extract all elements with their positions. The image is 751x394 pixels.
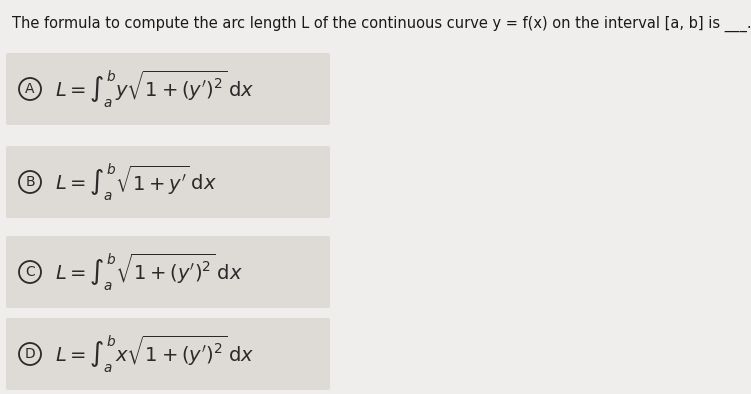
FancyBboxPatch shape — [6, 146, 330, 218]
Text: The formula to compute the arc length L of the continuous curve y = f(x) on the : The formula to compute the arc length L … — [12, 16, 751, 32]
Text: $L = \int_a^b \sqrt{1+y'}\,\mathrm{d}x$: $L = \int_a^b \sqrt{1+y'}\,\mathrm{d}x$ — [55, 161, 217, 203]
Text: B: B — [26, 175, 35, 189]
Text: $L = \int_a^b \sqrt{1+(y')^2}\,\mathrm{d}x$: $L = \int_a^b \sqrt{1+(y')^2}\,\mathrm{d… — [55, 251, 243, 293]
FancyBboxPatch shape — [6, 236, 330, 308]
Text: A: A — [26, 82, 35, 96]
Text: D: D — [25, 347, 35, 361]
Text: C: C — [25, 265, 35, 279]
FancyBboxPatch shape — [6, 53, 330, 125]
Text: $L = \int_a^b x\sqrt{1+(y')^2}\,\mathrm{d}x$: $L = \int_a^b x\sqrt{1+(y')^2}\,\mathrm{… — [55, 333, 255, 375]
Text: $L = \int_a^b y\sqrt{1+(y')^2}\,\mathrm{d}x$: $L = \int_a^b y\sqrt{1+(y')^2}\,\mathrm{… — [55, 68, 255, 110]
FancyBboxPatch shape — [6, 318, 330, 390]
